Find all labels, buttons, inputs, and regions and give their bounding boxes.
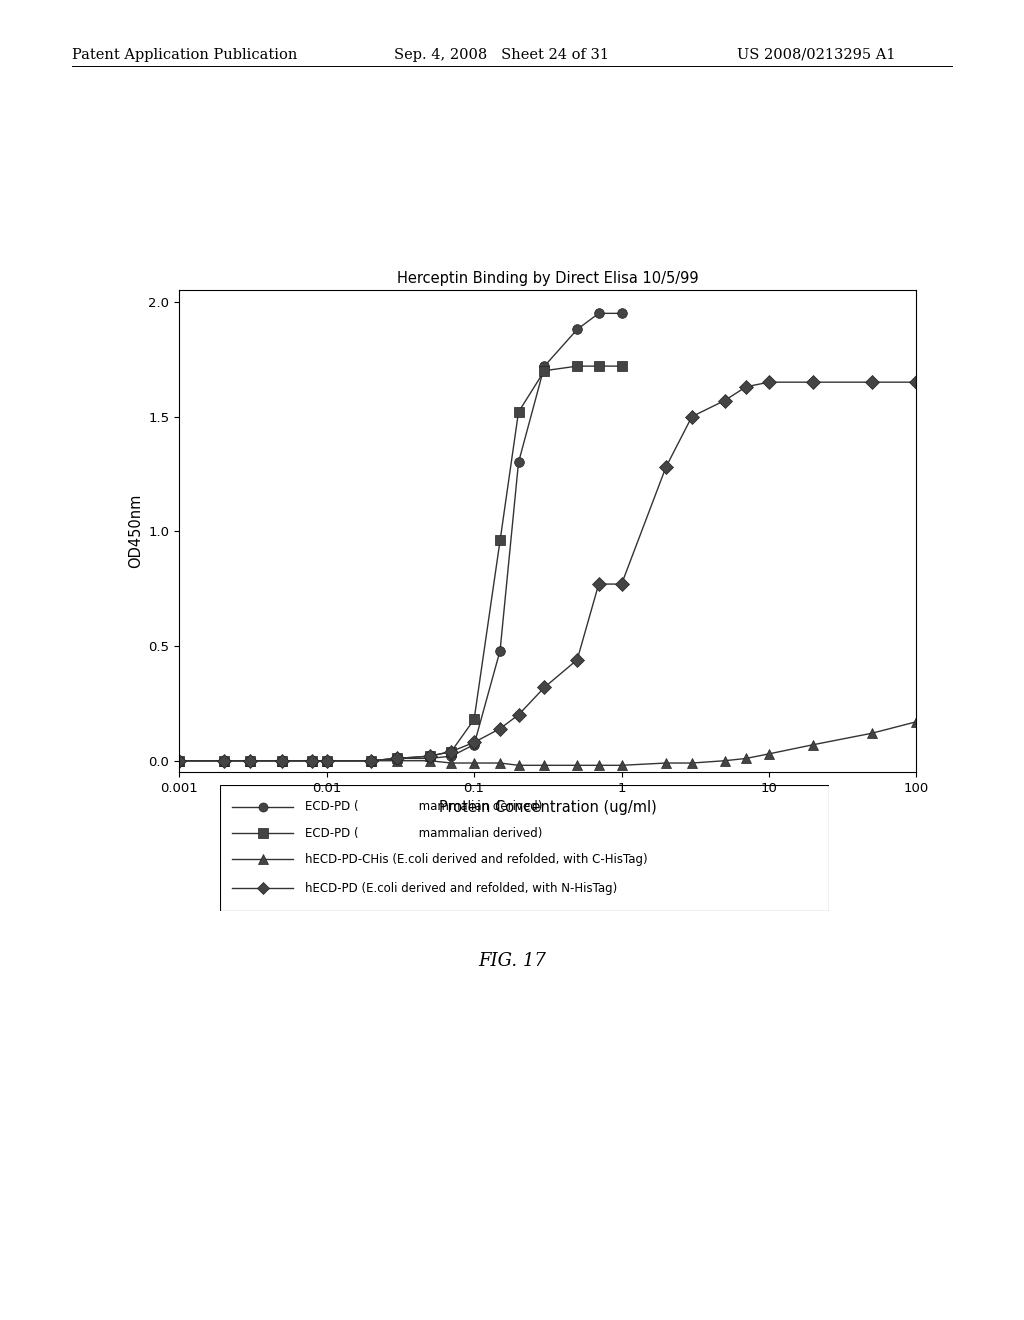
- Text: hECD-PD-CHis (E.coli derived and refolded, with C-HisTag): hECD-PD-CHis (E.coli derived and refolde…: [305, 853, 648, 866]
- Y-axis label: OD450nm: OD450nm: [128, 494, 142, 569]
- Text: hECD-PD (E.coli derived and refolded, with N-HisTag): hECD-PD (E.coli derived and refolded, wi…: [305, 882, 617, 895]
- Text: ECD-PD (                mammalian derived): ECD-PD ( mammalian derived): [305, 800, 543, 813]
- Text: ECD-PD (                mammalian derived): ECD-PD ( mammalian derived): [305, 826, 543, 840]
- Title: Herceptin Binding by Direct Elisa 10/5/99: Herceptin Binding by Direct Elisa 10/5/9…: [397, 272, 698, 286]
- Text: Sep. 4, 2008   Sheet 24 of 31: Sep. 4, 2008 Sheet 24 of 31: [394, 48, 609, 62]
- Text: US 2008/0213295 A1: US 2008/0213295 A1: [737, 48, 896, 62]
- Text: FIG. 17: FIG. 17: [478, 952, 546, 970]
- X-axis label: Protein Concentration (ug/ml): Protein Concentration (ug/ml): [439, 800, 656, 816]
- Text: Patent Application Publication: Patent Application Publication: [72, 48, 297, 62]
